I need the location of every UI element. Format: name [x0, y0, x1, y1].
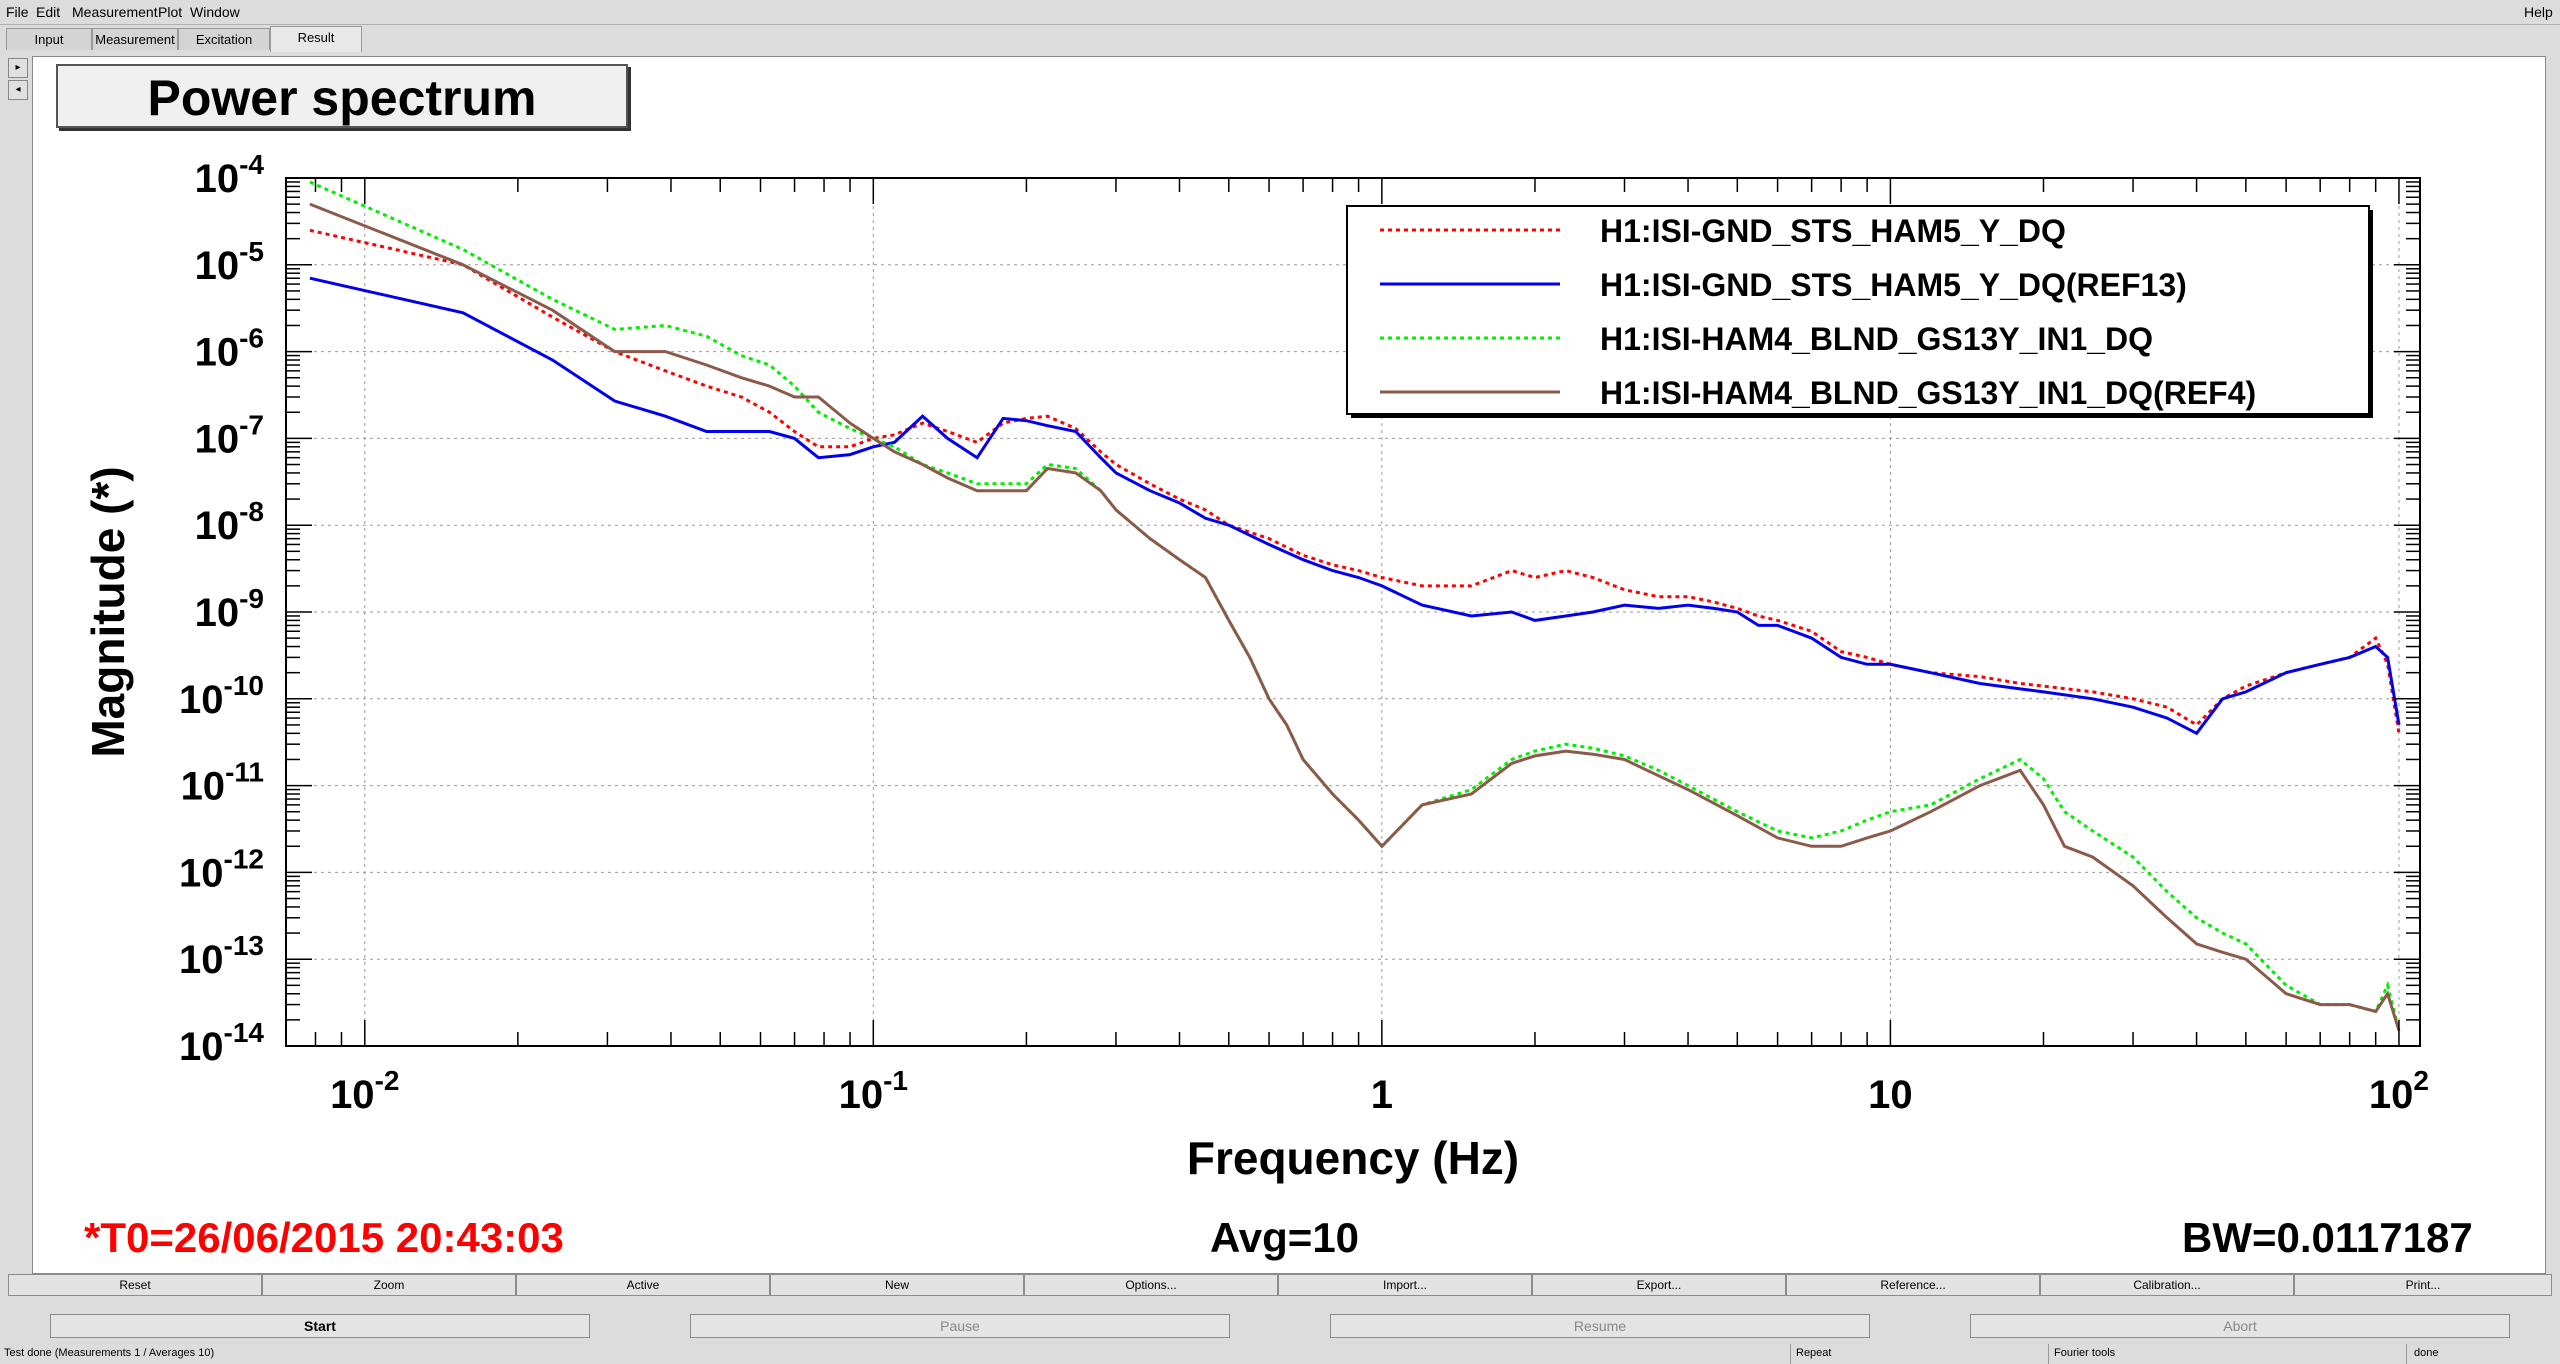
- menu-bar: File Edit Measurement Plot Window Help: [0, 0, 2560, 25]
- y-tick-label: 10-10: [179, 670, 264, 722]
- menu-measurement[interactable]: Measurement: [72, 4, 158, 20]
- legend[interactable]: H1:ISI-GND_STS_HAM5_Y_DQ H1:ISI-GND_STS_H…: [1346, 205, 2373, 418]
- series-line-3: [309, 202, 2401, 1032]
- collapse-left-icon[interactable]: ◂: [8, 80, 28, 100]
- expand-right-icon[interactable]: ▸: [8, 58, 28, 78]
- status-message: Test done (Measurements 1 / Averages 10): [4, 1347, 215, 1359]
- legend-shadow-bottom: [1351, 414, 2373, 418]
- y-tick-label: 10-4: [195, 149, 265, 201]
- reset-button[interactable]: Reset: [8, 1274, 262, 1296]
- axis-ticks: [285, 177, 2420, 1047]
- menu-help[interactable]: Help: [2524, 4, 2553, 20]
- y-tick-label: 10-5: [195, 236, 264, 288]
- x-tick-label: 102: [2369, 1065, 2429, 1117]
- legend-label: H1:ISI-GND_STS_HAM5_Y_DQ: [1600, 213, 2066, 249]
- plot-title: Power spectrum: [56, 64, 628, 128]
- y-tick-label: 10-11: [181, 757, 264, 809]
- x-tick-label: 1: [1371, 1073, 1393, 1117]
- panel-arrows: ▸ ◂: [8, 58, 28, 102]
- y-axis-label: Magnitude (*): [82, 466, 134, 757]
- y-tick-label: 10-6: [195, 323, 264, 375]
- status-done: done: [2414, 1347, 2439, 1359]
- y-tick-label: 10-13: [179, 930, 264, 982]
- menu-plot[interactable]: Plot: [158, 4, 183, 20]
- print-button[interactable]: Print...: [2294, 1274, 2552, 1296]
- status-tools: Fourier tools: [2054, 1347, 2116, 1359]
- import-button[interactable]: Import...: [1278, 1274, 1532, 1296]
- resume-button[interactable]: Resume: [1330, 1314, 1870, 1338]
- avg-label: Avg=10: [1210, 1214, 1360, 1261]
- abort-button[interactable]: Abort: [1970, 1314, 2510, 1338]
- options-button[interactable]: Options...: [1024, 1274, 1278, 1296]
- y-tick-label: 10-14: [179, 1017, 264, 1069]
- status-bar: Test done (Measurements 1 / Averages 10)…: [0, 1344, 2560, 1364]
- legend-label: H1:ISI-HAM4_BLND_GS13Y_IN1_DQ(REF4): [1600, 375, 2256, 411]
- menu-window[interactable]: Window: [190, 4, 240, 20]
- legend-shadow: [2369, 210, 2373, 418]
- tab-result[interactable]: Result: [270, 26, 362, 52]
- y-tick-label: 10-12: [179, 843, 264, 895]
- y-tick-labels: 10-4 10-5 10-6 10-7 10-8 10-9 10-10 10-11 10-12 1…: [179, 149, 264, 1069]
- legend-label: H1:ISI-GND_STS_HAM5_Y_DQ(REF13): [1600, 267, 2187, 303]
- x-tick-label: 10: [1868, 1073, 1913, 1117]
- plot-toolbar: Reset Zoom Active New Options... Import.…: [8, 1274, 2552, 1296]
- series-line-1: [309, 276, 2401, 736]
- pause-button[interactable]: Pause: [690, 1314, 1230, 1338]
- new-button[interactable]: New: [770, 1274, 1024, 1296]
- y-tick-label: 10-7: [195, 409, 264, 461]
- t0-label: *T0=26/06/2015 20:43:03: [84, 1214, 564, 1261]
- x-axis-label: Frequency (Hz): [1187, 1132, 1519, 1184]
- zoom-button[interactable]: Zoom: [262, 1274, 516, 1296]
- export-button[interactable]: Export...: [1532, 1274, 1786, 1296]
- tab-excitation[interactable]: Excitation: [178, 28, 270, 50]
- series-lines: [309, 180, 2401, 1032]
- legend-box: [1346, 205, 2370, 415]
- x-tick-labels: 10-2 10-1 1 10 102: [330, 1065, 2429, 1117]
- tab-bar: Input Measurement Excitation Result: [0, 26, 2560, 52]
- calibration-button[interactable]: Calibration...: [2040, 1274, 2294, 1296]
- y-tick-label: 10-8: [195, 496, 264, 548]
- status-repeat: Repeat: [1796, 1347, 1832, 1359]
- run-toolbar: Start Pause Resume Abort: [8, 1314, 2552, 1340]
- menu-file[interactable]: File: [6, 4, 29, 20]
- menu-edit[interactable]: Edit: [36, 4, 61, 20]
- start-button[interactable]: Start: [50, 1314, 590, 1338]
- reference-button[interactable]: Reference...: [1786, 1274, 2040, 1296]
- x-tick-label: 10-2: [330, 1065, 399, 1117]
- bw-label: BW=0.0117187: [2182, 1214, 2473, 1261]
- x-tick-label: 10-1: [839, 1065, 908, 1117]
- legend-label: H1:ISI-HAM4_BLND_GS13Y_IN1_DQ: [1600, 321, 2153, 357]
- tab-input[interactable]: Input: [6, 28, 92, 50]
- series-line-0: [309, 228, 2401, 734]
- active-button[interactable]: Active: [516, 1274, 770, 1296]
- tab-measurement[interactable]: Measurement: [92, 28, 178, 50]
- y-tick-label: 10-9: [195, 583, 264, 635]
